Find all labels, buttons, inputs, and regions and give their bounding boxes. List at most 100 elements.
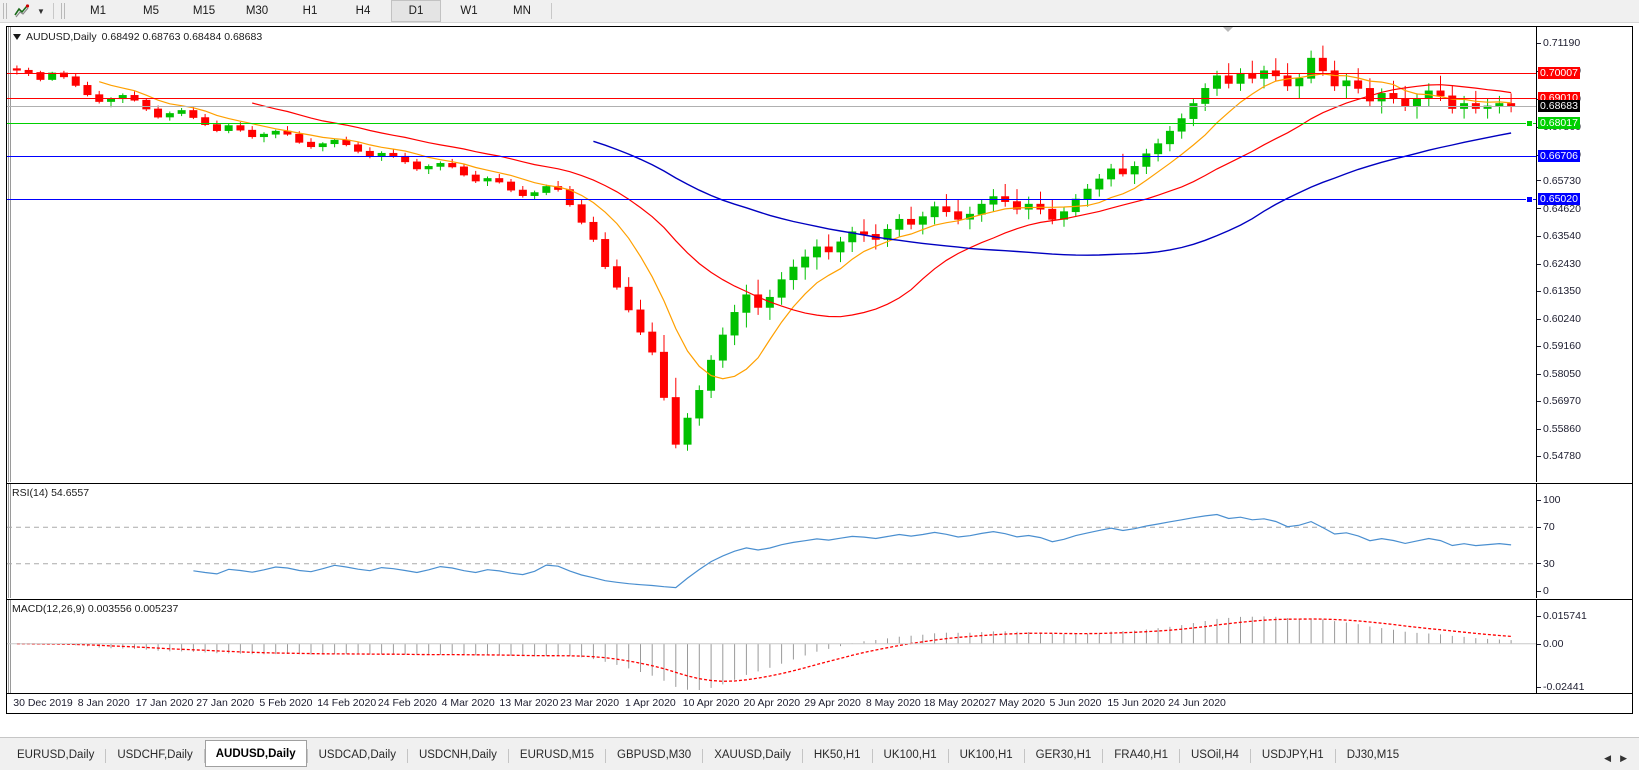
chart-tab-strip: EURUSD,Daily USDCHF,Daily AUDUSD,Daily USDC… bbox=[0, 738, 1594, 770]
rsi-pane[interactable]: RSI(14) 54.6557 100 70 30 0 bbox=[7, 483, 1632, 598]
price-tag-support-3: 0.65020 bbox=[1538, 192, 1580, 205]
timeframe-button-m5[interactable]: M5 bbox=[143, 5, 159, 17]
date-tick: 18 May 2020 bbox=[923, 697, 985, 709]
rsi-plot bbox=[7, 484, 1536, 598]
tab-divider bbox=[605, 749, 607, 763]
chart-area[interactable]: AUDUSD,Daily 0.68492 0.68763 0.68484 0.6… bbox=[6, 26, 1633, 714]
level-line-support-3[interactable] bbox=[7, 198, 1536, 200]
date-tick: 27 May 2020 bbox=[984, 697, 1046, 709]
price-tick: 0.60240 bbox=[1537, 313, 1581, 325]
timeframe-button-m30[interactable]: M30 bbox=[245, 5, 269, 17]
date-tick: 14 Feb 2020 bbox=[317, 697, 377, 709]
timeframe-button-mn[interactable]: MN bbox=[513, 5, 531, 17]
price-tick: 0.63540 bbox=[1537, 230, 1581, 242]
price-tick: 0.64620 bbox=[1537, 203, 1581, 215]
toolbar-grip-icon[interactable] bbox=[3, 3, 9, 19]
rsi-pane-resize-grip[interactable] bbox=[7, 484, 11, 598]
date-tick: 24 Feb 2020 bbox=[377, 697, 437, 709]
macd-tick: 0.015741 bbox=[1537, 610, 1587, 622]
date-tick: 10 Apr 2020 bbox=[682, 697, 740, 709]
date-axis[interactable]: 30 Dec 2019 8 Jan 2020 17 Jan 2020 27 Jan 2… bbox=[7, 693, 1632, 712]
chart-tab-uk100-h1[interactable]: UK100,H1 bbox=[959, 749, 1013, 761]
chart-tab-usoil-h4[interactable]: USOil,H4 bbox=[1190, 749, 1239, 761]
pane-resize-grip[interactable] bbox=[7, 27, 11, 482]
chart-mode-dropdown-icon[interactable]: ▼ bbox=[37, 6, 45, 16]
price-tick: 0.61350 bbox=[1537, 285, 1581, 297]
date-tick: 17 Jan 2020 bbox=[135, 697, 194, 709]
chart-top-marker-icon bbox=[1223, 27, 1233, 32]
tab-divider bbox=[1334, 749, 1336, 763]
price-plot[interactable] bbox=[7, 27, 1536, 482]
chart-tab-hk50-h1[interactable]: HK50,H1 bbox=[813, 749, 861, 761]
timeframe-button-h1[interactable]: H1 bbox=[302, 5, 318, 17]
chart-tab-usdcnh-daily[interactable]: USDCNH,Daily bbox=[418, 749, 497, 761]
price-tick: 0.59160 bbox=[1537, 340, 1581, 352]
level-line-support-1[interactable] bbox=[7, 123, 1536, 125]
macd-tick: 0.00 bbox=[1537, 638, 1563, 650]
tab-divider bbox=[105, 749, 107, 763]
macd-pane-resize-grip[interactable] bbox=[7, 600, 11, 712]
level-anchor-handle[interactable] bbox=[1526, 195, 1533, 203]
timeframe-button-m15[interactable]: M15 bbox=[192, 5, 216, 17]
price-tag-support-1: 0.68017 bbox=[1538, 117, 1580, 130]
price-tick: 0.58050 bbox=[1537, 368, 1581, 380]
chart-tab-nav: ◀ ▶ bbox=[1594, 753, 1639, 770]
tab-divider bbox=[801, 749, 803, 763]
tab-divider bbox=[871, 749, 873, 763]
triangle-right-icon[interactable]: ▶ bbox=[1620, 753, 1627, 763]
macd-histogram-svg bbox=[7, 616, 1536, 690]
tab-divider bbox=[1023, 749, 1025, 763]
chart-tab-eurusd-daily[interactable]: EURUSD,Daily bbox=[17, 749, 95, 761]
date-tick: 1 Apr 2020 bbox=[624, 697, 676, 709]
chart-tab-usdchf-daily[interactable]: USDCHF,Daily bbox=[117, 749, 193, 761]
timeframe-button-d1[interactable]: D1 bbox=[391, 0, 441, 22]
rsi-tick: 100 bbox=[1537, 494, 1561, 506]
timeframe-button-m1[interactable]: M1 bbox=[90, 5, 106, 17]
price-scale[interactable]: 0.711900.700800.689700.678600.667500.657… bbox=[1536, 27, 1632, 482]
chart-tab-dj30-m15[interactable]: DJ30,M15 bbox=[1346, 749, 1400, 761]
timeframe-toolbar: ▼ M1 M5 M15 M30 H1 H4 D1 W1 MN bbox=[0, 0, 1639, 23]
level-anchor-handle[interactable] bbox=[1526, 120, 1533, 128]
macd-tick: -0.02441 bbox=[1537, 681, 1584, 693]
tab-divider bbox=[406, 749, 408, 763]
date-tick: 20 Apr 2020 bbox=[743, 697, 801, 709]
chart-tab-uk100-h1[interactable]: UK100,H1 bbox=[883, 749, 937, 761]
date-tick: 29 Apr 2020 bbox=[804, 697, 861, 709]
chart-tab-usdcad-daily[interactable]: USDCAD,Daily bbox=[318, 749, 396, 761]
rsi-tick: 70 bbox=[1537, 521, 1555, 533]
timeframe-button-h4[interactable]: H4 bbox=[355, 5, 371, 17]
price-tick: 0.55860 bbox=[1537, 423, 1581, 435]
macd-indicator-label: MACD(12,26,9) 0.003556 0.005237 bbox=[12, 603, 179, 615]
level-line-resistance-1[interactable] bbox=[7, 73, 1536, 75]
price-pane[interactable]: AUDUSD,Daily 0.68492 0.68763 0.68484 0.6… bbox=[7, 27, 1632, 482]
macd-pane[interactable]: MACD(12,26,9) 0.003556 0.005237 0.015741… bbox=[7, 599, 1632, 712]
chart-mode-icon[interactable] bbox=[11, 1, 33, 21]
price-candles-svg bbox=[12, 45, 1516, 451]
chart-tab-xauusd-daily[interactable]: XAUUSD,Daily bbox=[714, 749, 791, 761]
date-tick: 4 Mar 2020 bbox=[441, 697, 495, 709]
tab-divider bbox=[702, 749, 704, 763]
triangle-left-icon[interactable]: ◀ bbox=[1604, 753, 1612, 763]
level-line-support-2[interactable] bbox=[7, 156, 1536, 158]
tab-divider bbox=[507, 749, 509, 763]
chart-tab-gbpusd-m30[interactable]: GBPUSD,M30 bbox=[617, 749, 692, 761]
chart-tab-usdjpy-h1[interactable]: USDJPY,H1 bbox=[1261, 749, 1324, 761]
timeframe-button-w1[interactable]: W1 bbox=[460, 5, 478, 17]
rsi-scale: 100 70 30 0 bbox=[1536, 484, 1632, 598]
date-tick: 8 May 2020 bbox=[865, 697, 921, 709]
level-line-last-price[interactable] bbox=[7, 106, 1536, 108]
chart-tab-ger30-h1[interactable]: GER30,H1 bbox=[1035, 749, 1092, 761]
level-line-resistance-2[interactable] bbox=[7, 98, 1536, 100]
triangle-down-icon[interactable] bbox=[13, 34, 21, 40]
rsi-tick: 0 bbox=[1537, 585, 1549, 597]
chart-ohlc-values: 0.68492 0.68763 0.68484 0.68683 bbox=[101, 31, 263, 43]
price-tag-support-2: 0.66706 bbox=[1538, 150, 1580, 163]
chart-tab-eurusd-m15[interactable]: EURUSD,M15 bbox=[519, 749, 595, 761]
price-tag-resistance-1: 0.70007 bbox=[1538, 67, 1580, 80]
timeframe-group-grip-icon[interactable] bbox=[61, 3, 67, 19]
tab-divider bbox=[203, 749, 205, 763]
date-tick: 13 Mar 2020 bbox=[499, 697, 559, 709]
date-tick: 15 Jun 2020 bbox=[1107, 697, 1166, 709]
chart-tab-audusd-daily[interactable]: AUDUSD,Daily bbox=[204, 740, 307, 767]
chart-tab-fra40-h1[interactable]: FRA40,H1 bbox=[1114, 749, 1168, 761]
